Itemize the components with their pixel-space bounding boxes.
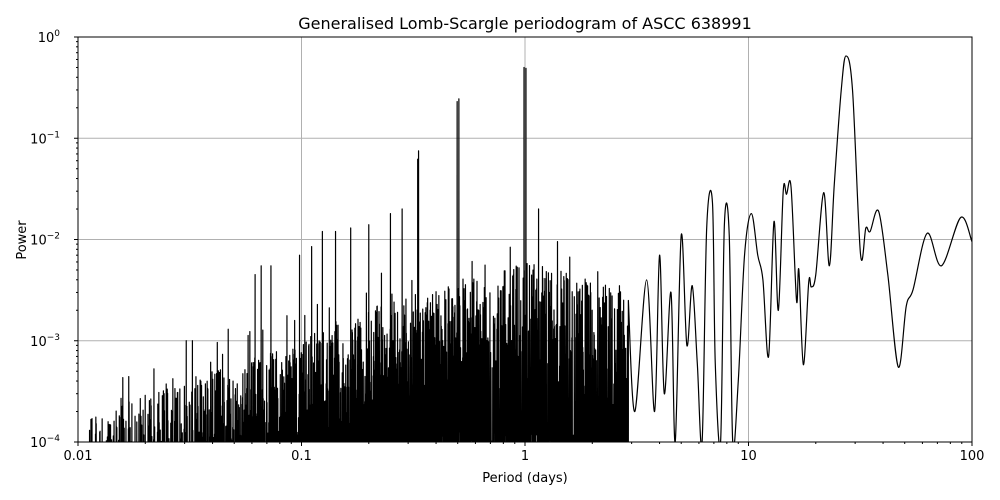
y-tick-label: 10−2 bbox=[30, 232, 60, 249]
y-axis-label: Power bbox=[15, 220, 30, 260]
x-tick-label: 0.01 bbox=[64, 449, 93, 464]
y-tick-label: 10−3 bbox=[30, 333, 60, 350]
x-axis: 0.01 0.1 1 10 100 bbox=[64, 442, 985, 464]
y-tick-label: 10−1 bbox=[30, 130, 60, 147]
x-tick-label: 10 bbox=[740, 449, 757, 464]
y-tick-label: 10−4 bbox=[30, 434, 60, 451]
x-tick-label: 0.1 bbox=[291, 449, 312, 464]
x-tick-label: 1 bbox=[521, 449, 529, 464]
x-axis-label: Period (days) bbox=[482, 471, 568, 486]
chart-title: Generalised Lomb-Scargle periodogram of … bbox=[298, 14, 752, 33]
y-axis: 100 10−1 10−2 10−3 10−4 bbox=[30, 29, 78, 451]
y-tick-label: 100 bbox=[38, 29, 61, 46]
periodogram-line bbox=[88, 55, 972, 442]
x-tick-label: 100 bbox=[960, 449, 985, 464]
